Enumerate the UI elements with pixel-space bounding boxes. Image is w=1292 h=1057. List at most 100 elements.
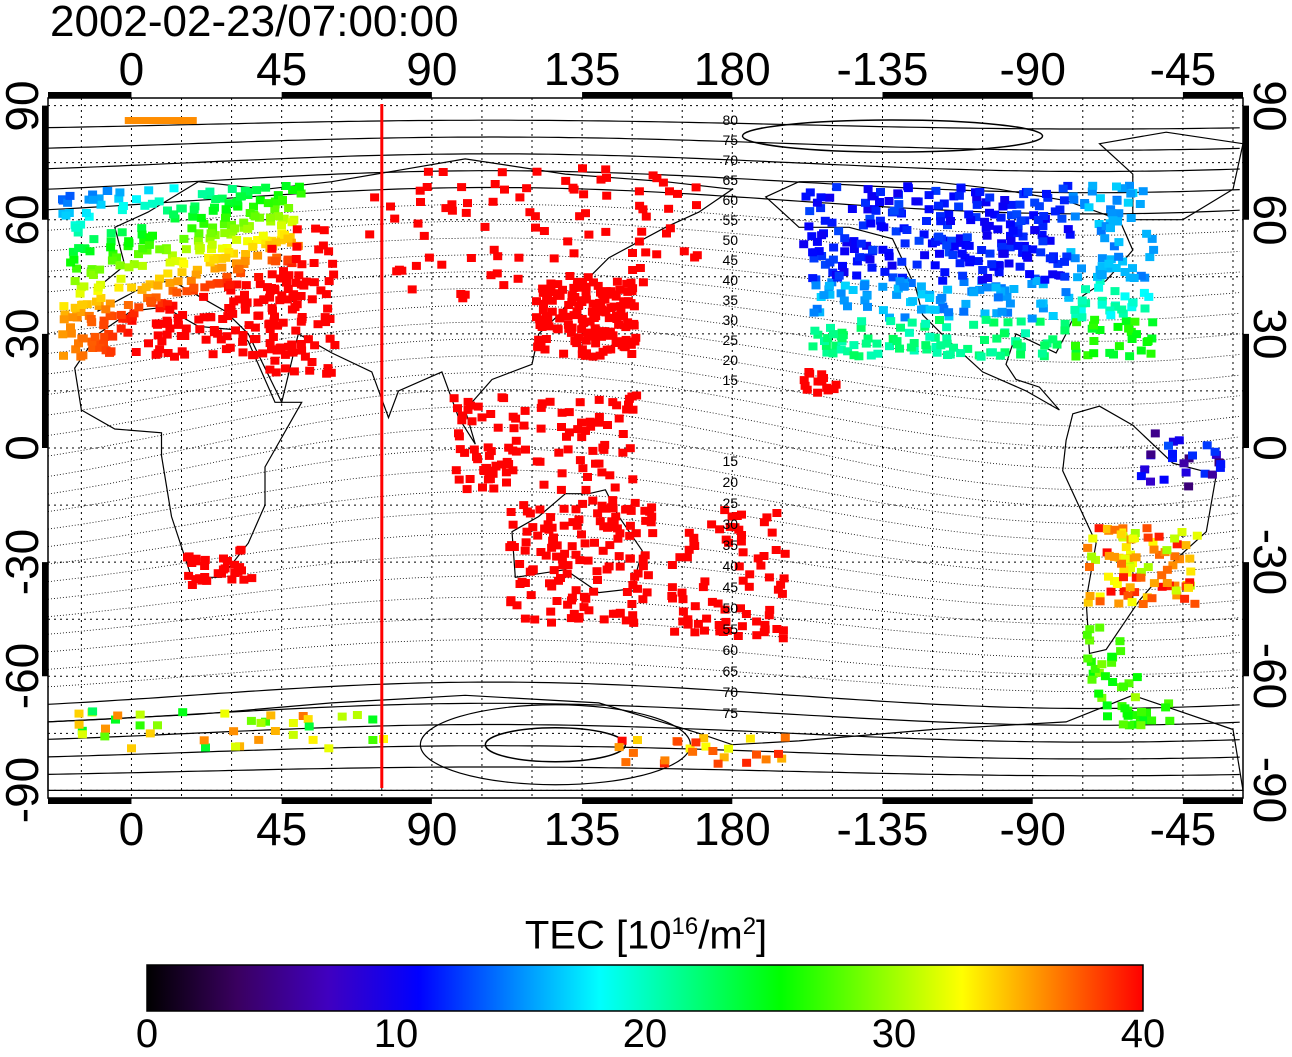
tec-cell (297, 260, 307, 269)
tec-cell (486, 447, 496, 456)
tec-cell (1118, 524, 1128, 533)
tec-cell (958, 271, 968, 280)
tec-cell (1121, 317, 1131, 326)
tec-cell (208, 350, 218, 359)
tec-cell (583, 273, 593, 282)
tec-cell (266, 711, 276, 720)
tec-cell (229, 727, 239, 736)
tec-cell (884, 252, 894, 261)
tec-cell (1200, 469, 1210, 478)
tec-cell (415, 186, 425, 195)
tec-cell (204, 253, 214, 262)
tec-cell (942, 241, 952, 250)
tec-cell (502, 457, 512, 466)
tec-cell (265, 365, 275, 374)
north-contour-ellipse (741, 119, 1044, 153)
top-axis-segment (48, 92, 132, 98)
tec-cell (838, 261, 847, 270)
tec-cell (265, 293, 275, 302)
tec-cell (234, 295, 244, 304)
tec-cell (90, 332, 100, 341)
tec-cell (558, 285, 567, 294)
tec-cell (532, 167, 542, 176)
tec-cell (1117, 305, 1127, 314)
tec-cell (1125, 181, 1134, 190)
tec-cell (288, 293, 298, 302)
tec-cell (275, 296, 285, 305)
tec-cell (189, 205, 199, 214)
tec-cell (836, 345, 846, 354)
bottom-lon-tick-label: 45 (256, 803, 308, 855)
tec-cell (1185, 578, 1195, 587)
tec-cell (100, 732, 110, 741)
tec-cell (515, 193, 525, 202)
tec-cell (267, 304, 277, 313)
tec-cell (241, 281, 251, 290)
bottom-lon-tick-label: 0 (118, 803, 145, 855)
tec-cell (1015, 262, 1025, 271)
tec-cell (88, 707, 98, 716)
colorbar-tick-label: 40 (1120, 1012, 1166, 1056)
tec-cell (151, 350, 161, 359)
tec-cell (96, 200, 106, 209)
tec-cell (79, 282, 89, 291)
tec-cell (578, 464, 588, 473)
tec-cell (222, 272, 232, 281)
tec-cell (106, 243, 116, 252)
tec-cell (1111, 264, 1121, 272)
tec-cell (73, 228, 83, 237)
tec-cell (829, 385, 839, 394)
tec-cell (577, 418, 586, 427)
tec-cell (243, 224, 253, 233)
tec-cell (622, 405, 632, 414)
left-lat-tick-label: 60 (0, 194, 48, 246)
tec-cell (935, 249, 944, 258)
tec-cell (873, 349, 883, 358)
tec-cell (581, 209, 590, 218)
tec-cell (539, 299, 548, 308)
tec-cell (826, 323, 835, 332)
tec-cell (737, 531, 746, 539)
tec-cell (238, 337, 248, 346)
tec-cell (637, 227, 647, 236)
tec-cell (1142, 593, 1152, 602)
tec-cell (199, 292, 209, 301)
tec-cell (129, 260, 139, 269)
tec-cell (352, 711, 362, 719)
tec-cell (1097, 300, 1107, 309)
tec-cell (621, 616, 631, 625)
tec-cell (1062, 252, 1072, 261)
tec-cell (101, 724, 110, 733)
contour-label: 55 (722, 212, 738, 228)
tec-cell (253, 298, 263, 307)
tec-cell (536, 548, 546, 556)
tec-cell (1114, 553, 1124, 562)
tec-cell (648, 529, 658, 538)
tec-cell (689, 533, 699, 542)
tec-cell (179, 259, 189, 268)
tec-cell (1112, 182, 1121, 191)
tec-cell (623, 318, 633, 327)
tec-cell (1034, 202, 1044, 211)
contour-line (47, 427, 1240, 508)
tec-cell (1162, 579, 1172, 587)
tec-cell (324, 277, 334, 286)
tec-cell (799, 240, 809, 249)
tec-cell (752, 617, 762, 626)
tec-cell (216, 335, 226, 344)
tec-cell (799, 376, 809, 385)
tec-cell (162, 316, 172, 325)
tec-cell (390, 214, 400, 223)
tec-cell (267, 270, 277, 279)
tec-cell (861, 339, 871, 348)
timestamp-title: 2002-02-23/07:00:00 (50, 0, 459, 46)
tec-cell (977, 275, 987, 284)
tec-cell (1106, 255, 1116, 264)
tec-cell (1053, 259, 1063, 268)
tec-cell (1168, 437, 1178, 446)
colorbar-tick-label: 0 (135, 1012, 159, 1056)
tec-cell (94, 194, 104, 203)
tec-cell (593, 281, 603, 290)
tec-cell (1184, 583, 1193, 592)
tec-cell (1072, 318, 1082, 327)
